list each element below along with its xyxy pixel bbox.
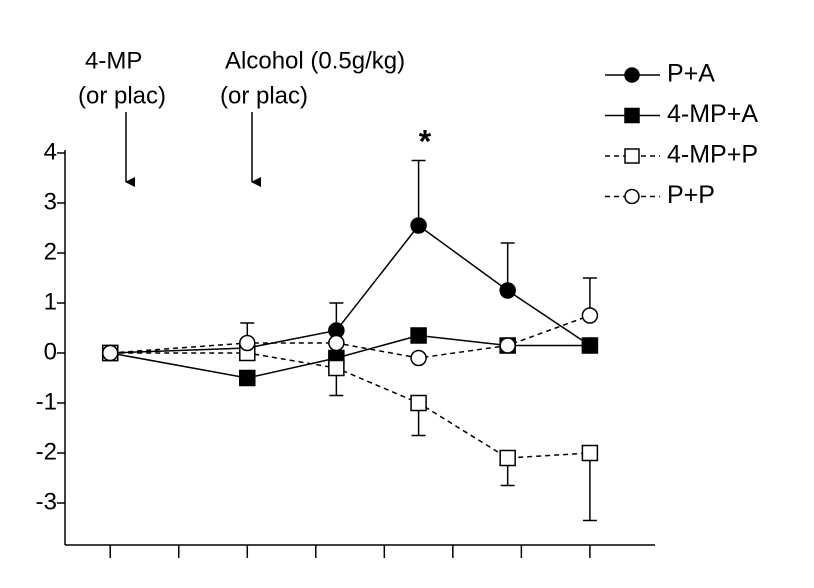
annotation-alcohol: Alcohol (0.5g/kg) (or plac) xyxy=(220,47,405,187)
data-point xyxy=(581,444,599,462)
legend-marker xyxy=(624,148,640,164)
legend-entry: P+A xyxy=(605,60,715,88)
legend-marker xyxy=(624,107,640,124)
annotation-text: Alcohol (0.5g/kg) xyxy=(225,47,405,74)
data-point xyxy=(410,217,427,234)
legend-entry: 4-MP+A xyxy=(605,100,758,128)
annotation-text: (or plac) xyxy=(220,82,308,109)
series-line xyxy=(110,224,591,354)
legend-entry: P+P xyxy=(605,181,715,209)
annotation-text: 4-MP xyxy=(85,47,142,74)
series-line xyxy=(110,352,590,459)
y-tick-label: 0 xyxy=(44,338,57,365)
legend-label: 4-MP+A xyxy=(667,100,758,128)
data-point xyxy=(499,282,516,299)
data-point xyxy=(499,337,516,354)
data-point xyxy=(410,327,427,344)
legend-entry: 4-MP+P xyxy=(605,141,758,169)
y-tick-label: 4 xyxy=(44,138,57,165)
legend-label: P+A xyxy=(667,60,715,88)
data-point xyxy=(410,394,427,412)
significance-mark: * xyxy=(419,123,432,159)
data-point xyxy=(328,334,345,352)
y-tick-label: -3 xyxy=(36,488,57,515)
annotation-text: (or plac) xyxy=(78,82,166,109)
annotation-4mp: 4-MP (or plac) xyxy=(78,47,166,187)
series-line xyxy=(110,334,590,379)
legend-label: 4-MP+P xyxy=(667,141,758,169)
data-point xyxy=(581,307,599,324)
legend-marker xyxy=(624,67,640,83)
y-tick-label: -1 xyxy=(36,388,57,415)
series-line xyxy=(110,314,591,359)
data-point xyxy=(101,344,119,362)
error-bar xyxy=(582,453,597,522)
data-point xyxy=(581,337,599,354)
data-point xyxy=(239,334,256,352)
error-bar xyxy=(411,159,426,226)
data-point xyxy=(239,369,256,387)
legend-marker xyxy=(624,188,640,205)
y-tick-label: -2 xyxy=(36,438,57,465)
y-tick-label: 3 xyxy=(44,188,57,215)
y-tick-label: 1 xyxy=(44,288,57,315)
data-point xyxy=(499,449,516,467)
data-point xyxy=(410,349,427,367)
legend-label: P+P xyxy=(667,181,715,209)
data-point xyxy=(328,359,345,377)
y-tick-label: 2 xyxy=(44,238,57,265)
